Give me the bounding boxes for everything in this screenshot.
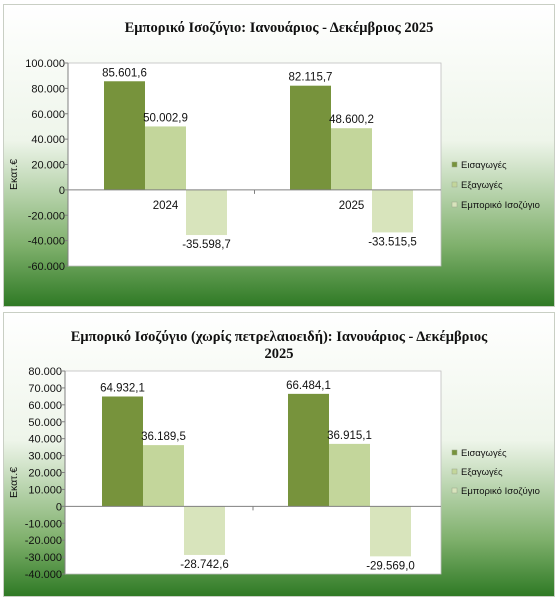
legend-swatch [451, 468, 458, 475]
y-tick-label: -20.000 [25, 535, 62, 547]
bar [290, 85, 331, 190]
data-label: 50.002,9 [143, 112, 188, 124]
legend-swatch [451, 161, 458, 168]
chart-title: Εμπορικό Ισοζύγιο: Ιανουάριος - Δεκέμβρι… [124, 20, 434, 36]
data-label: 36.915,1 [327, 430, 372, 442]
data-label: 66.484,1 [286, 380, 331, 392]
data-label: 36.189,5 [141, 431, 186, 443]
bar [104, 81, 145, 190]
legend-swatch [451, 181, 458, 188]
bar [143, 445, 184, 507]
y-tick-label: -40.000 [25, 569, 62, 581]
bar [331, 128, 372, 190]
y-tick-label: 50.000 [28, 417, 62, 429]
data-label: 48.600,2 [329, 114, 374, 126]
y-tick-label: 30.000 [28, 451, 62, 463]
bar [370, 506, 411, 557]
y-tick-label: 40.000 [31, 134, 65, 146]
y-tick-label: 40.000 [28, 434, 62, 446]
bar [372, 189, 413, 233]
data-label: -35.598,7 [182, 239, 231, 251]
y-axis-title: Εκατ.€ [8, 159, 20, 190]
bar-chart-2: 80.000 70.000 60.000 50.000 40.000 30.000 20.0… [8, 366, 540, 581]
legend-entry: Εξαγωγές [461, 467, 503, 478]
data-label: -33.515,5 [368, 236, 417, 248]
bar [145, 126, 186, 190]
bar [184, 506, 225, 555]
y-tick-label: 100.000 [25, 58, 65, 70]
y-tick-label: 60.000 [31, 109, 65, 121]
category-label: 2024 [153, 200, 179, 212]
bar [186, 189, 227, 236]
legend-entry: Εξαγωγές [461, 180, 503, 191]
y-tick-label: -30.000 [25, 552, 62, 564]
legend-swatch [451, 487, 458, 494]
legend-entry: Εισαγωγές [461, 160, 507, 171]
y-tick-label: 70.000 [28, 383, 62, 395]
data-label: -28.742,6 [180, 559, 229, 571]
data-label: 82.115,7 [289, 72, 333, 84]
y-tick-label: 80.000 [28, 366, 62, 378]
data-label: 85.601,6 [102, 67, 147, 79]
y-tick-label: 60.000 [28, 400, 62, 412]
y-axis-title: Εκατ.€ [8, 467, 20, 498]
legend-swatch [451, 201, 458, 208]
data-label: -29.569,0 [366, 560, 415, 572]
chart-panel-1: Εμπορικό Ισοζύγιο: Ιανουάριος - Δεκέμβρι… [3, 4, 555, 307]
chart-panel-2: Εμπορικό Ισοζύγιο (χωρίς πετρελαιοειδή):… [3, 312, 555, 597]
y-tick-label: -40.000 [28, 236, 65, 248]
data-label: 64.932,1 [100, 382, 145, 394]
category-label: 2025 [339, 200, 365, 212]
bar [329, 443, 370, 507]
legend-entry: Εμπορικό Ισοζύγιο [461, 200, 540, 211]
y-tick-label: 10.000 [28, 484, 62, 496]
bar [102, 396, 143, 507]
bar [288, 393, 329, 507]
legend-entry: Εμπορικό Ισοζύγιο [461, 486, 540, 497]
y-tick-label: 20.000 [31, 160, 65, 172]
bar-chart-1: 100.000 80.000 60.000 40.000 20.000 0 -20.000 -… [8, 58, 540, 273]
chart-title: Εμπορικό Ισοζύγιο (χωρίς πετρελαιοειδή):… [70, 329, 488, 362]
y-tick-label: -10.000 [25, 518, 62, 530]
y-tick-label: 0 [59, 185, 65, 197]
y-tick-label: 20.000 [28, 468, 62, 480]
legend-entry: Εισαγωγές [461, 448, 507, 459]
y-tick-label: -60.000 [28, 261, 65, 273]
y-tick-label: -20.000 [28, 210, 65, 222]
y-tick-label: 0 [56, 501, 62, 513]
y-tick-label: 80.000 [31, 83, 65, 95]
legend-swatch [451, 449, 458, 456]
